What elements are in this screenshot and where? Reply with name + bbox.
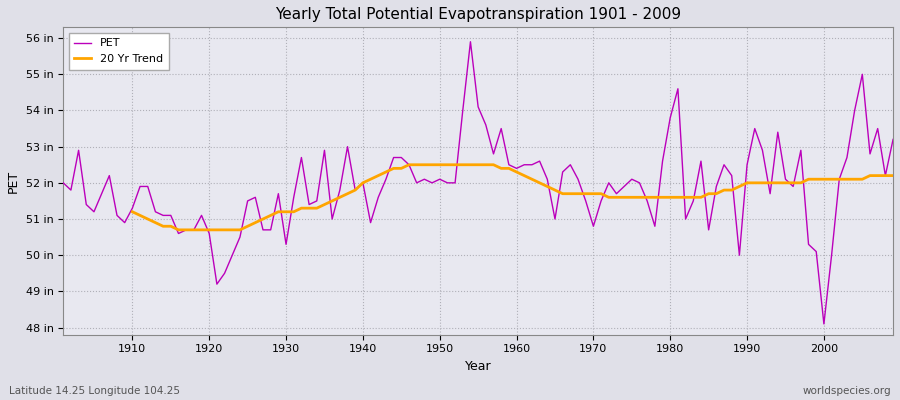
PET <box>611 191 622 196</box>
PET <box>335 188 346 192</box>
20 Yr Trend <box>535 180 545 185</box>
PET <box>887 137 898 142</box>
20 Yr Trend <box>281 209 292 214</box>
20 Yr Trend <box>596 191 607 196</box>
20 Yr Trend <box>403 162 414 167</box>
PET <box>120 220 130 225</box>
20 Yr Trend <box>311 206 322 210</box>
Line: 20 Yr Trend: 20 Yr Trend <box>132 165 893 230</box>
Text: Latitude 14.25 Longitude 104.25: Latitude 14.25 Longitude 104.25 <box>9 386 180 396</box>
20 Yr Trend <box>887 173 898 178</box>
Title: Yearly Total Potential Evapotranspiration 1901 - 2009: Yearly Total Potential Evapotranspiratio… <box>275 7 681 22</box>
20 Yr Trend <box>127 209 138 214</box>
PET <box>58 180 68 185</box>
Legend: PET, 20 Yr Trend: PET, 20 Yr Trend <box>68 33 168 70</box>
Y-axis label: PET: PET <box>7 170 20 192</box>
PET <box>518 162 529 167</box>
PET <box>288 195 299 200</box>
20 Yr Trend <box>842 177 852 182</box>
PET <box>511 166 522 171</box>
20 Yr Trend <box>865 173 876 178</box>
PET <box>465 39 476 44</box>
Line: PET: PET <box>63 42 893 324</box>
X-axis label: Year: Year <box>464 360 491 373</box>
20 Yr Trend <box>173 228 184 232</box>
Text: worldspecies.org: worldspecies.org <box>803 386 891 396</box>
PET <box>818 322 829 326</box>
